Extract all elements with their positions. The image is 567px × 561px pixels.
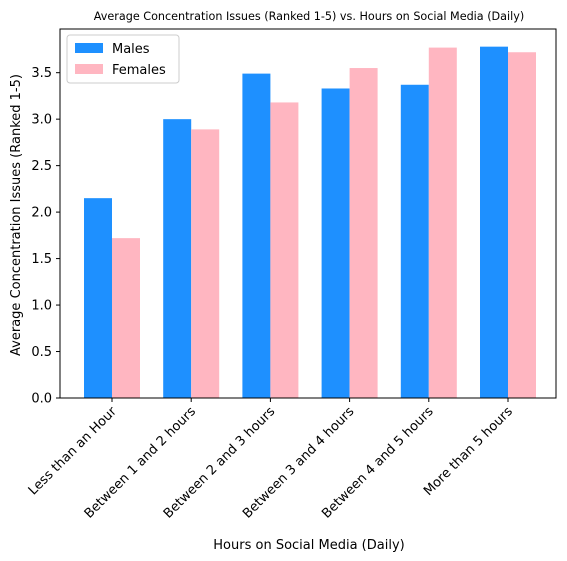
plot-area [59, 28, 557, 399]
x-tick-label: Less than an Hour [26, 404, 121, 499]
legend-label-males: Males [112, 42, 150, 57]
y-tick-label: 2.5 [31, 159, 52, 174]
legend-swatch-males [75, 43, 103, 53]
bar-males-1 [163, 119, 192, 398]
x-tick-label: More than 5 hours [421, 404, 516, 499]
y-tick-label: 1.0 [31, 299, 52, 314]
y-tick-label: 3.0 [31, 113, 52, 128]
y-axis: 0.0 0.5 1.0 1.5 2.0 2.5 3.0 3.5 [31, 66, 60, 407]
bar-males-0 [84, 198, 112, 398]
legend: Males Females [66, 34, 180, 84]
y-axis-label: Average Concentration Issues (Ranked 1-5… [9, 74, 24, 356]
y-tick-label: 0.0 [31, 392, 52, 407]
bar-males-3 [321, 88, 350, 398]
chart-title: Average Concentration Issues (Ranked 1-5… [94, 10, 524, 23]
y-tick-label: 0.5 [31, 345, 52, 360]
y-tick-label: 1.5 [31, 252, 52, 267]
y-tick-label: 3.5 [31, 66, 52, 81]
y-tick-label: 2.0 [31, 206, 52, 221]
plot-frame [59, 28, 557, 399]
bar-females-5 [508, 52, 536, 398]
legend-swatch-females [75, 64, 103, 74]
legend-label-females: Females [112, 63, 166, 78]
bar-females-4 [428, 47, 457, 399]
bar-males-4 [400, 84, 429, 399]
bar-males-5 [480, 46, 508, 399]
x-axis-label: Hours on Social Media (Daily) [213, 538, 404, 553]
bar-females-1 [191, 129, 220, 398]
bar-females-3 [349, 68, 378, 398]
bar-females-2 [270, 102, 299, 398]
bar-females-0 [112, 238, 140, 398]
bar-males-2 [242, 73, 271, 398]
